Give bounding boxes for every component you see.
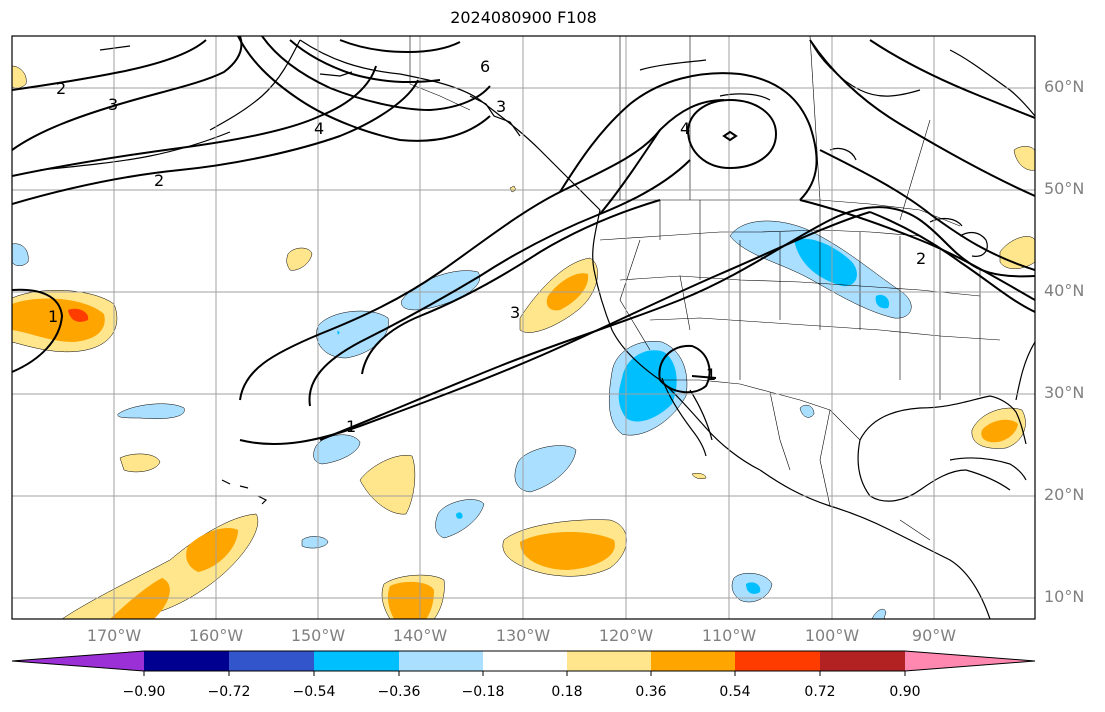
colorbar-extend-high (905, 651, 1035, 671)
lon-label-100w: 100°W (804, 626, 860, 645)
colorbar-segment (483, 651, 567, 671)
lat-label-50n: 50°N (1044, 179, 1085, 198)
negative-anomaly-pacific-5 (514, 445, 577, 493)
lat-label-40n: 40°N (1044, 281, 1085, 300)
colorbar-extend-low (12, 651, 144, 671)
lon-label-120w: 120°W (598, 626, 654, 645)
lat-label-60n: 60°N (1044, 77, 1085, 96)
map-title: 2024080900 F108 (450, 8, 597, 27)
lat-label-20n: 20°N (1044, 485, 1085, 504)
colorbar-segment (820, 651, 905, 671)
colorbar-segment (567, 651, 651, 671)
colorbar-segment (399, 651, 483, 671)
lon-label-150w: 150°W (290, 626, 346, 645)
negative-anomaly-pacific-3 (117, 403, 185, 419)
contour-label: 2 (916, 249, 926, 268)
contour-label: 1 (48, 307, 58, 326)
negative-anomaly-pacific-6 (435, 499, 485, 539)
colorbar-segment (144, 651, 229, 671)
colorbar-tick: 0.90 (889, 684, 921, 700)
lon-label-90w: 90°W (911, 626, 957, 645)
lon-label-140w: 140°W (392, 626, 448, 645)
contour-lines (12, 36, 1035, 445)
contour-label: 2 (154, 171, 164, 190)
contour-label: 4 (314, 119, 324, 138)
negative-anomaly-pacific-4 (313, 434, 361, 465)
lon-label-170w: 170°W (86, 626, 142, 645)
colorbar-tick: 0.18 (551, 684, 583, 700)
negative-anomaly-pacific-1 (316, 310, 389, 359)
colorbar-tick: −0.18 (461, 684, 505, 700)
contour-label: 3 (510, 303, 520, 322)
positive-anomaly-subtropics-2 (119, 453, 161, 473)
contour-labels: 2 3 4 2 6 3 4 2 3 1 1 1 (48, 57, 926, 436)
negative-anomaly-plains-core (794, 238, 857, 287)
positive-anomaly-subtropics-1 (359, 455, 416, 515)
contour-label: 3 (108, 95, 118, 114)
lat-label-10n: 10°N (1044, 587, 1085, 606)
lon-label-160w: 160°W (188, 626, 244, 645)
contour-label: 3 (496, 97, 506, 116)
shaded-anomaly-field (12, 65, 1035, 619)
negative-anomaly-gulf (799, 404, 815, 418)
negative-anomaly-pacific-7 (301, 536, 329, 549)
negative-anomaly-west-coast-core (618, 350, 677, 422)
colorbar-segment (314, 651, 399, 671)
contour-label: 6 (480, 57, 490, 76)
lon-label-110w: 110°W (701, 626, 757, 645)
colorbar-tick: −0.72 (207, 684, 251, 700)
colorbar-tick: −0.36 (377, 684, 421, 700)
contour-label: 1 (706, 365, 716, 384)
graticule (12, 36, 1035, 619)
plot-frame (11, 35, 1036, 620)
political-borders (409, 36, 1001, 541)
colorbar-tick: −0.54 (292, 684, 336, 700)
colorbar-segment (651, 651, 735, 671)
positive-anomaly-dateline-core (12, 298, 105, 342)
colorbar-tick: 0.36 (635, 684, 667, 700)
colorbar-tick: −0.90 (122, 684, 166, 700)
colorbar-segment (735, 651, 820, 671)
colorbar-tick: 0.72 (804, 684, 836, 700)
colorbar-tick: 0.54 (719, 684, 751, 700)
colorbar-segment (229, 651, 314, 671)
contour-label: 2 (56, 79, 66, 98)
colorbar (11, 650, 1036, 676)
positive-anomaly-dateline-peak (68, 308, 89, 322)
positive-anomaly-subtropics-3-core (520, 531, 615, 570)
contour-label: 4 (680, 119, 690, 138)
contour-label: 1 (346, 417, 356, 436)
lat-label-30n: 30°N (1044, 383, 1085, 402)
lon-label-130w: 130°W (495, 626, 551, 645)
coastlines (39, 39, 1035, 619)
